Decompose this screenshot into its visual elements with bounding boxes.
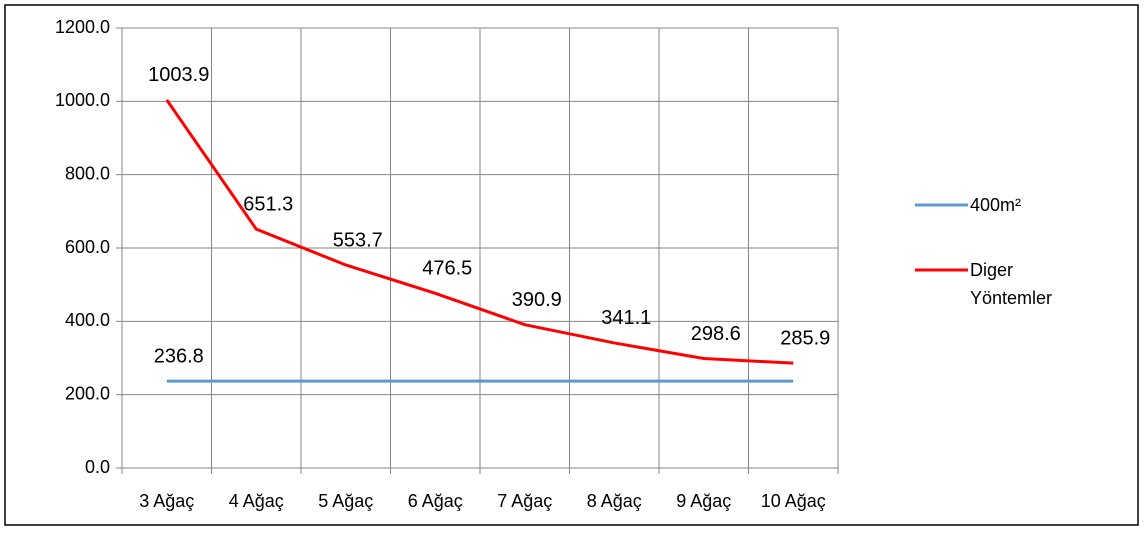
x-tick-label: 7 Ağaç <box>497 491 552 511</box>
y-tick-label: 0.0 <box>85 457 110 477</box>
x-tick-label: 10 Ağaç <box>761 491 826 511</box>
data-label: 651.3 <box>243 193 293 215</box>
y-tick-label: 400.0 <box>65 310 110 330</box>
y-tick-label: 600.0 <box>65 237 110 257</box>
legend-label: 400m² <box>970 195 1022 215</box>
y-tick-label: 1000.0 <box>55 90 110 110</box>
data-label: 236.8 <box>154 345 204 367</box>
data-label: 1003.9 <box>148 64 209 86</box>
data-label: 285.9 <box>780 327 830 349</box>
x-tick-label: 6 Ağaç <box>408 491 463 511</box>
chart-border <box>4 4 1139 526</box>
y-tick-label: 200.0 <box>65 383 110 403</box>
data-label: 553.7 <box>333 229 383 251</box>
x-tick-label: 3 Ağaç <box>139 491 194 511</box>
y-tick-label: 800.0 <box>65 163 110 183</box>
x-tick-label: 8 Ağaç <box>587 491 642 511</box>
series-line <box>165 99 794 365</box>
data-label: 476.5 <box>422 258 472 280</box>
x-tick-label: 4 Ağaç <box>229 491 284 511</box>
y-tick-label: 1200.0 <box>55 17 110 37</box>
data-label: 390.9 <box>512 289 562 311</box>
x-tick-label: 9 Ağaç <box>676 491 731 511</box>
data-label: 341.1 <box>601 307 651 329</box>
data-label: 298.6 <box>691 323 741 345</box>
legend-label: Diger Yöntemler <box>970 260 1053 308</box>
x-tick-label: 5 Ağaç <box>318 491 373 511</box>
